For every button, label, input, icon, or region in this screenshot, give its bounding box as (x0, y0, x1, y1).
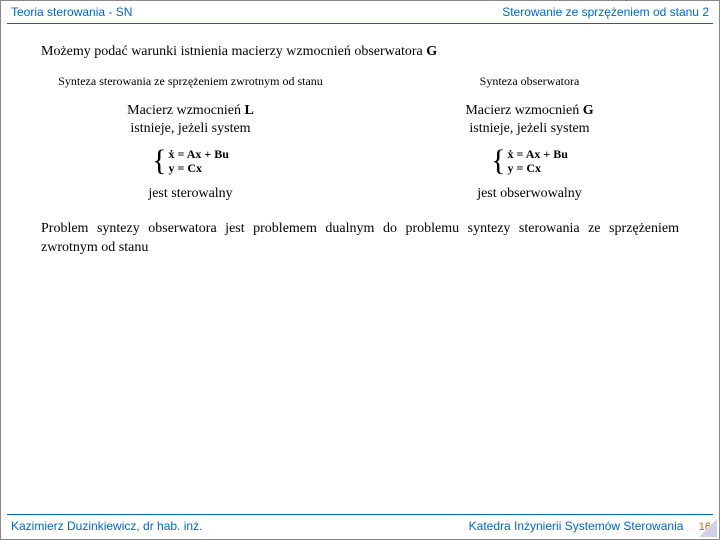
right-eq2: y = Cx (508, 161, 542, 175)
header-left: Teoria sterowania - SN (11, 5, 132, 19)
footer: Kazimierz Duzinkiewicz, dr hab. inż. Kat… (1, 514, 719, 539)
left-statement: Macierz wzmocnień L istnieje, jeżeli sys… (41, 102, 340, 138)
left-eq2: y = Cx (169, 161, 203, 175)
left-symbol: L (245, 103, 254, 118)
footer-right: Katedra Inżynierii Systemów Sterowania (469, 519, 684, 533)
right-eq1: ẋ = Ax + Bu (508, 147, 568, 161)
left-line1a: Macierz wzmocnień (127, 103, 244, 118)
right-subtitle: Synteza obserwatora (380, 74, 679, 90)
header-divider (7, 23, 713, 24)
right-equation: { ẋ = Ax + Bu y = Cx (380, 146, 679, 176)
footer-left: Kazimierz Duzinkiewicz, dr hab. inż. (11, 519, 202, 533)
left-equation: { ẋ = Ax + Bu y = Cx (41, 146, 340, 176)
left-subtitle: Synteza sterowania ze sprzężeniem zwrotn… (41, 74, 340, 90)
problem-text: Problem syntezy obserwatora jest problem… (41, 220, 679, 258)
left-column: Synteza sterowania ze sprzężeniem zwrotn… (41, 74, 340, 202)
header-right: Sterowanie ze sprzężeniem od stanu 2 (502, 5, 709, 19)
slide-content: Możemy podać warunki istnienia macierzy … (1, 26, 719, 268)
title-text: Możemy podać warunki istnienia macierzy … (41, 44, 426, 59)
right-line2: istnieje, jeżeli system (469, 121, 589, 136)
left-line2: istnieje, jeżeli system (130, 121, 250, 136)
right-foot: jest obserwowalny (380, 186, 679, 202)
title: Możemy podać warunki istnienia macierzy … (41, 44, 679, 60)
right-symbol: G (583, 103, 594, 118)
left-foot: jest sterowalny (41, 186, 340, 202)
right-statement: Macierz wzmocnień G istnieje, jeżeli sys… (380, 102, 679, 138)
left-eq1: ẋ = Ax + Bu (169, 147, 229, 161)
page-curl-icon (699, 519, 717, 537)
right-column: Synteza obserwatora Macierz wzmocnień G … (380, 74, 679, 202)
right-line1a: Macierz wzmocnień (465, 103, 582, 118)
title-symbol: G (426, 44, 437, 59)
